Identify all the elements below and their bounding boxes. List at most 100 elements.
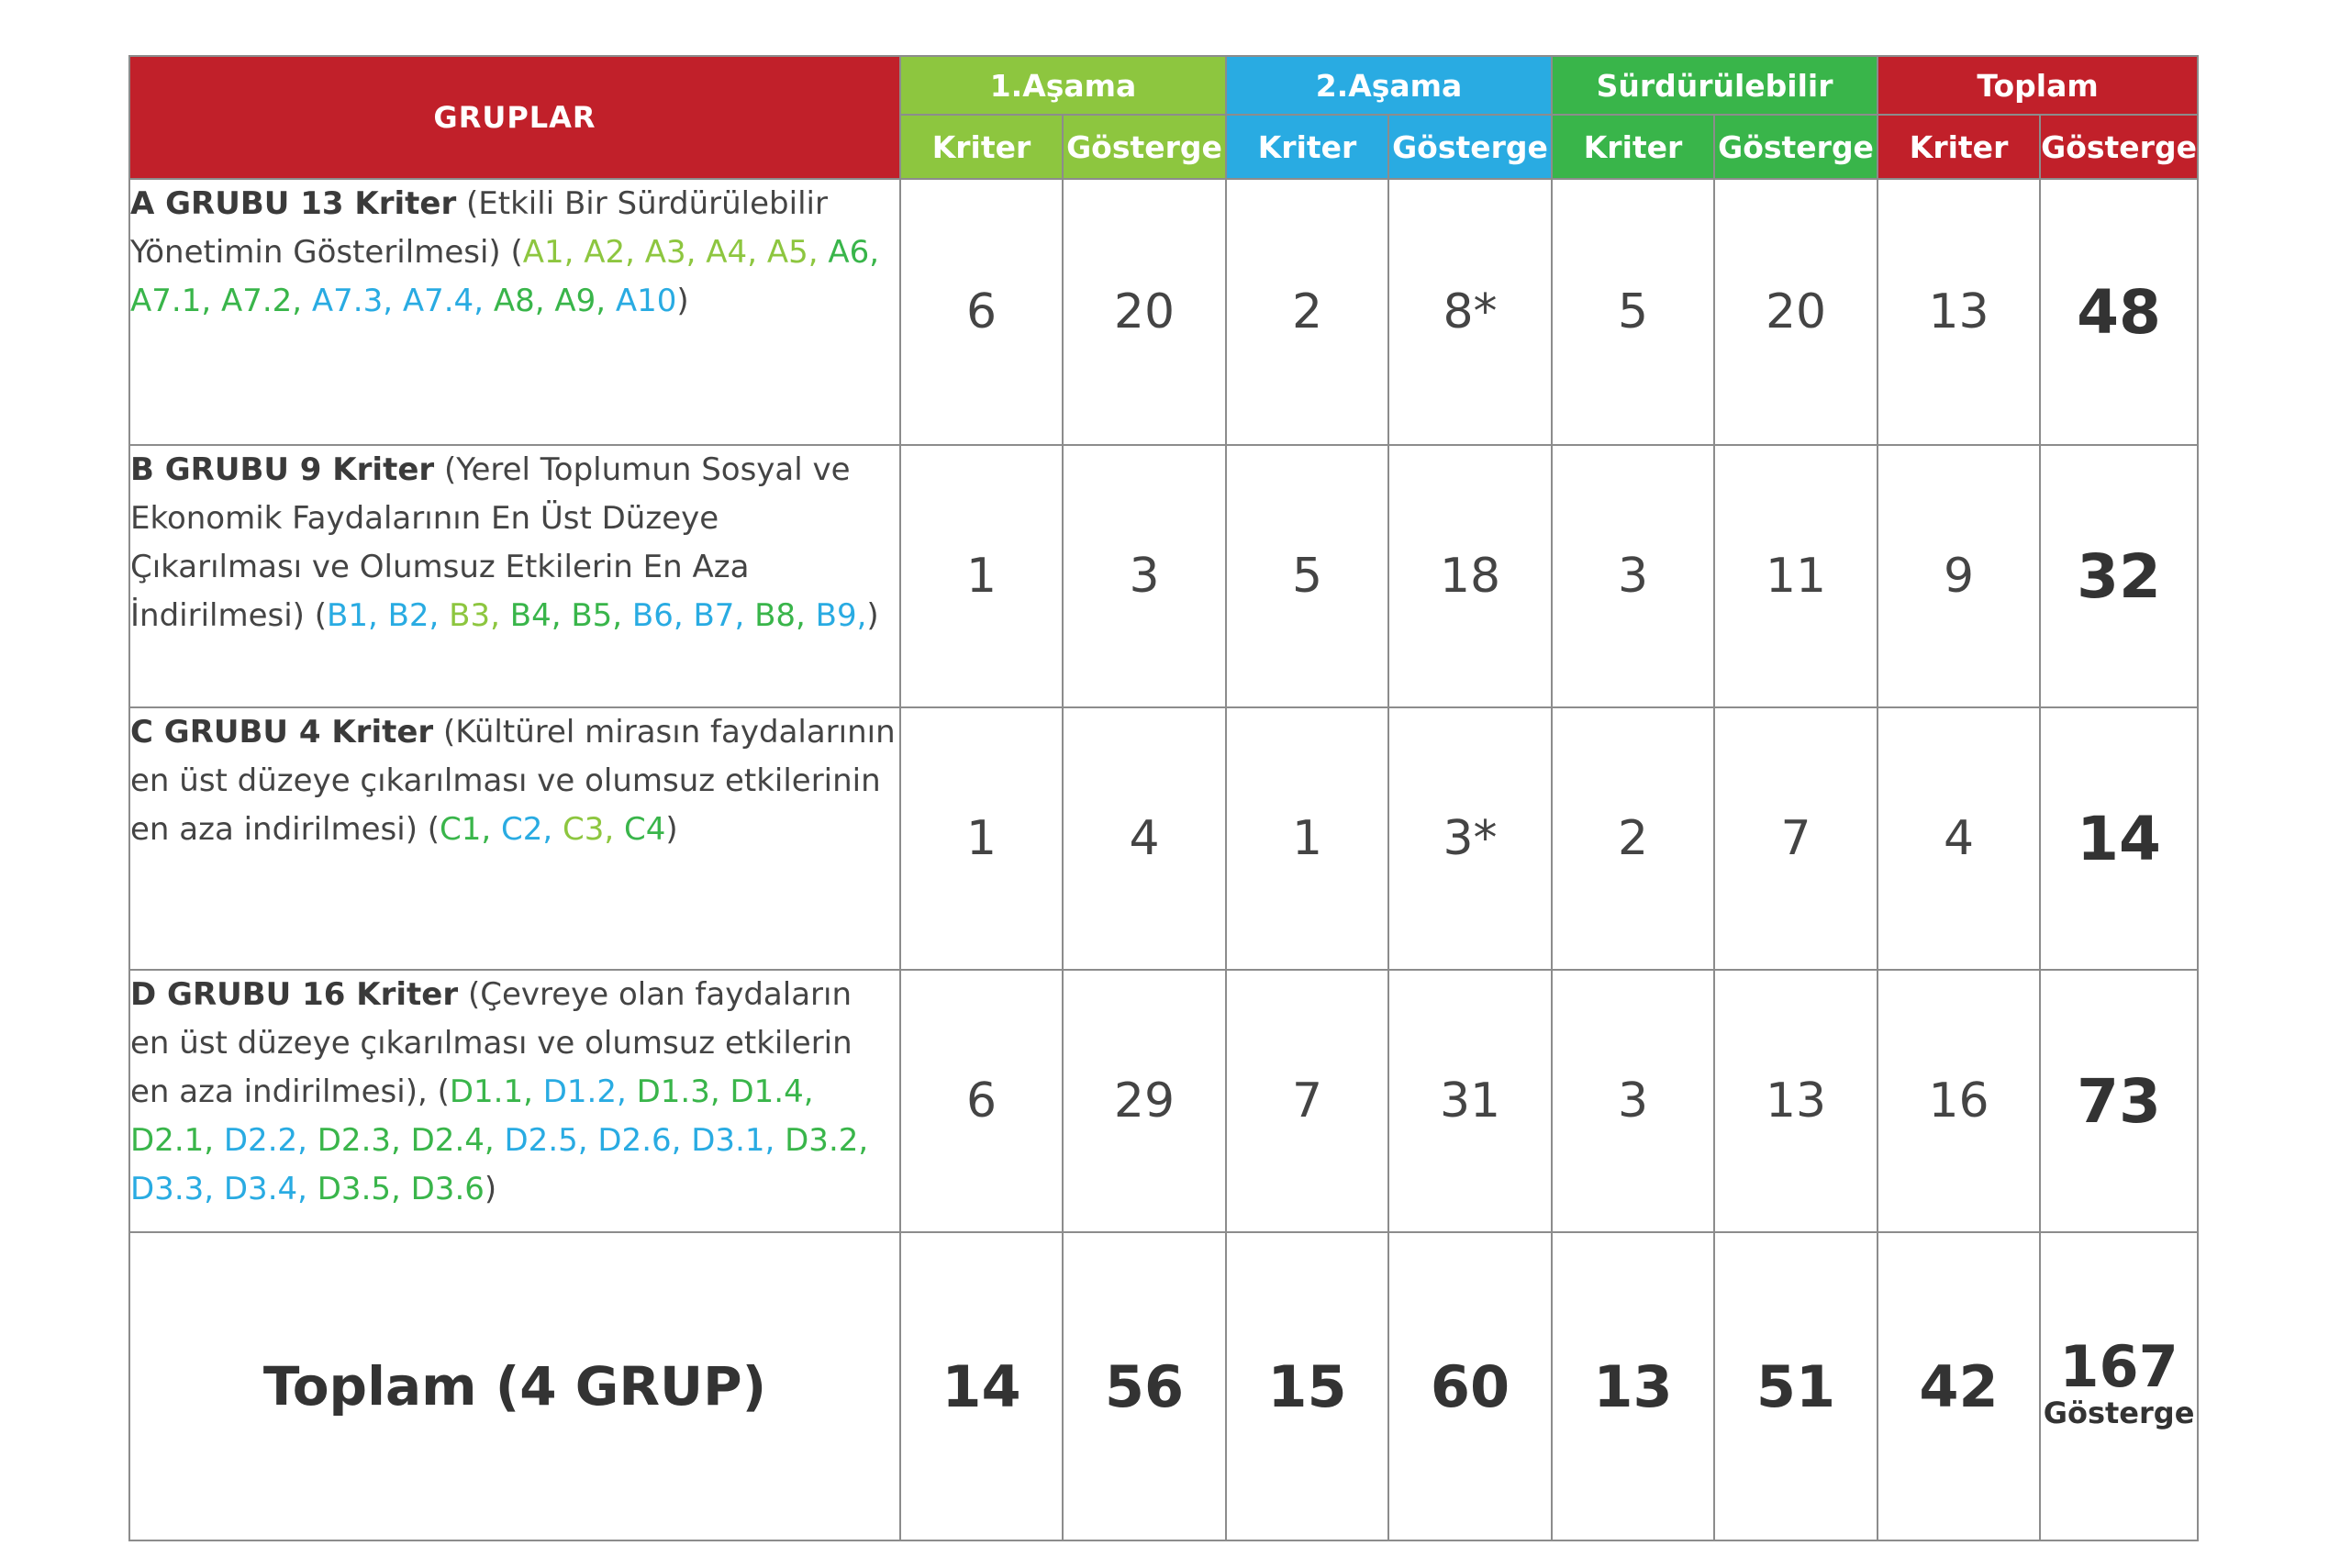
group-description-cell: D GRUBU 16 Kriter (Çevreye olan faydalar… <box>128 969 901 1233</box>
criterion-code: A8, <box>493 283 545 319</box>
criterion-code: B6, <box>631 597 684 634</box>
group-value: 1 <box>899 706 1064 971</box>
group-value: 13 <box>1877 178 2042 446</box>
criterion-code: A6, <box>828 234 880 271</box>
group-description-close: ) <box>665 811 678 848</box>
group-title: D GRUBU 16 Kriter <box>130 976 459 1013</box>
criterion-code: A9, <box>554 283 607 319</box>
criterion-code: D2.6, <box>597 1122 682 1159</box>
criterion-code: A10 <box>615 283 677 319</box>
criterion-code: A7.4, <box>402 283 484 319</box>
criterion-code: B5, <box>571 597 623 634</box>
criterion-code: A3, <box>644 234 696 271</box>
group-value: 31 <box>1387 969 1554 1233</box>
group-value: 8* <box>1387 178 1554 446</box>
group-value: 20 <box>1713 178 1879 446</box>
group-description: (Çevreye olan faydaların en üst düzeye ç… <box>130 976 852 1110</box>
criterion-code: A1, <box>522 234 574 271</box>
criterion-code: D3.3, <box>130 1171 215 1207</box>
group-description-cell: B GRUBU 9 Kriter (Yerel Toplumun Sosyal … <box>128 444 901 708</box>
header-stage-total: Toplam <box>1877 55 2200 116</box>
group-value: 3 <box>1061 444 1228 708</box>
group-value: 18 <box>1387 444 1554 708</box>
group-value: 9 <box>1877 444 2042 708</box>
grand-total-cell: 167 Gösterge <box>2039 1231 2200 1541</box>
criterion-code: B3, <box>449 597 500 634</box>
group-total: 48 <box>2039 178 2200 446</box>
grand-total: 167 <box>2059 1332 2178 1400</box>
header-sub-kriter-3: Kriter <box>1551 114 1716 180</box>
group-value: 11 <box>1713 444 1879 708</box>
group-title: A GRUBU 13 Kriter <box>130 185 457 222</box>
group-value: 6 <box>899 969 1064 1233</box>
header-sub-gosterge-1: Gösterge <box>1061 114 1228 180</box>
group-description-cell: A GRUBU 13 Kriter (Etkili Bir Sürdürüleb… <box>128 178 901 446</box>
group-description-close: ) <box>866 597 879 634</box>
header-sub-gosterge-total: Gösterge <box>2039 114 2200 180</box>
header-stage-1: 1.Aşama <box>898 55 1228 116</box>
group-description: (Kültürel mirasın faydalarının en üst dü… <box>130 714 896 848</box>
criterion-code: B8, <box>754 597 806 634</box>
group-description: (Etkili Bir Sürdürülebilir Yönetimin Gös… <box>130 185 828 271</box>
header-sub-kriter-1: Kriter <box>899 114 1064 180</box>
header-sub-kriter-2: Kriter <box>1225 114 1390 180</box>
criterion-code: B2, <box>387 597 440 634</box>
criterion-code: A5, <box>766 234 819 271</box>
header-sub-gosterge-3: Gösterge <box>1713 114 1879 180</box>
group-total: 14 <box>2039 706 2200 971</box>
group-value: 20 <box>1061 178 1228 446</box>
group-value: 3 <box>1551 444 1716 708</box>
group-value: 5 <box>1225 444 1390 708</box>
totals-value: 51 <box>1713 1231 1879 1541</box>
criterion-code: A4, <box>706 234 757 271</box>
criterion-code: D1.2, <box>542 1073 627 1110</box>
header-stage-sustainable: Sürdürülebilir <box>1551 55 1879 116</box>
grand-total-note: Gösterge <box>2043 1395 2195 1430</box>
criterion-code: D2.2, <box>223 1122 307 1159</box>
group-row: C GRUBU 4 Kriter (Kültürel mirasın fayda… <box>128 706 2200 971</box>
criterion-code: A7.3, <box>311 283 394 319</box>
group-description: (Yerel Toplumun Sosyal ve Ekonomik Fayda… <box>130 451 851 634</box>
totals-value: 60 <box>1387 1231 1554 1541</box>
criterion-code: C3, <box>563 811 615 848</box>
group-row: A GRUBU 13 Kriter (Etkili Bir Sürdürüleb… <box>128 178 2200 446</box>
criterion-code: A2, <box>584 234 635 271</box>
group-value: 3* <box>1387 706 1554 971</box>
totals-row: Toplam (4 GRUP) 14 56 15 60 13 51 42 167… <box>128 1231 2200 1541</box>
criterion-code: D3.2, <box>785 1122 869 1159</box>
group-description-cell: C GRUBU 4 Kriter (Kültürel mirasın fayda… <box>128 706 901 971</box>
criterion-code: D3.6 <box>410 1171 485 1207</box>
criterion-code: A7.2, <box>220 283 303 319</box>
group-value: 2 <box>1225 178 1390 446</box>
totals-label: Toplam (4 GRUP) <box>128 1231 901 1541</box>
group-description-close: ) <box>484 1171 497 1207</box>
criterion-code: B9, <box>815 597 867 634</box>
group-value: 5 <box>1551 178 1716 446</box>
criterion-code: D2.1, <box>130 1122 215 1159</box>
group-description-close: ) <box>676 283 689 319</box>
group-value: 1 <box>1225 706 1390 971</box>
criterion-code: D1.1, <box>449 1073 533 1110</box>
group-value: 16 <box>1877 969 2042 1233</box>
criterion-code: D1.4, <box>730 1073 814 1110</box>
group-title: B GRUBU 9 Kriter <box>130 451 435 488</box>
criterion-code: D2.3, <box>317 1122 401 1159</box>
criterion-code: C1, <box>440 811 492 848</box>
totals-value: 14 <box>899 1231 1064 1541</box>
group-value: 1 <box>899 444 1064 708</box>
group-value: 13 <box>1713 969 1879 1233</box>
group-rows: A GRUBU 13 Kriter (Etkili Bir Sürdürüleb… <box>128 178 2200 1233</box>
group-total: 32 <box>2039 444 2200 708</box>
group-row: B GRUBU 9 Kriter (Yerel Toplumun Sosyal … <box>128 444 2200 708</box>
criterion-code: A7.1, <box>130 283 212 319</box>
totals-value: 42 <box>1877 1231 2042 1541</box>
group-value: 4 <box>1877 706 2042 971</box>
group-value: 7 <box>1713 706 1879 971</box>
header-gruplar: GRUPLAR <box>128 55 901 180</box>
group-title: C GRUBU 4 Kriter <box>130 714 434 751</box>
criterion-code: D2.5, <box>504 1122 588 1159</box>
totals-value: 15 <box>1225 1231 1390 1541</box>
group-value: 7 <box>1225 969 1390 1233</box>
header-stage-2: 2.Aşama <box>1225 55 1554 116</box>
criterion-code: B7, <box>693 597 745 634</box>
